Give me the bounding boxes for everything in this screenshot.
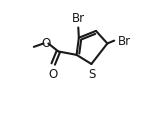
Text: Br: Br: [72, 11, 85, 24]
Text: O: O: [41, 37, 50, 50]
Text: Br: Br: [118, 35, 131, 48]
Text: S: S: [88, 67, 96, 80]
Text: O: O: [49, 67, 58, 80]
